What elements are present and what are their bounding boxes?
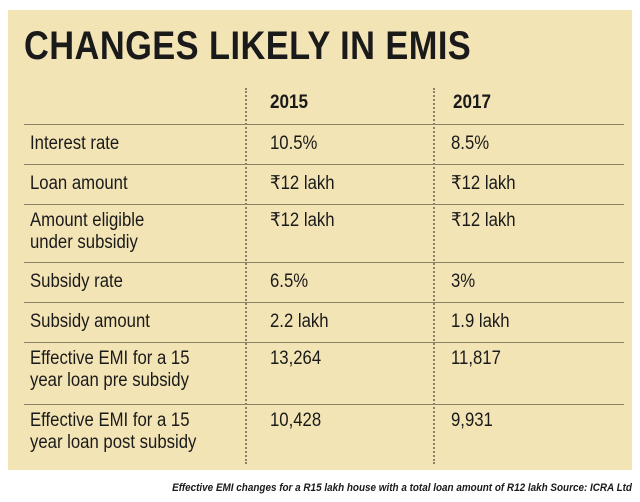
row-label-line: Subsidy rate [30,271,123,292]
row-label-line: Effective EMI for a 15 [30,348,190,369]
cell-2015: 10.5% [270,133,318,154]
row-label: Loan amount [30,173,232,195]
cell-2015: 10,428 [270,410,322,431]
cell-2015: 13,264 [270,348,322,369]
row-separator [24,204,624,205]
row-label-line: Loan amount [30,173,128,194]
row-label: Amount eligible under subsidiy [30,210,232,254]
table-row: Subsidy rate 6.5% 3% [24,262,624,302]
cell-2015: ₹12 lakh [270,210,335,231]
row-label-line: Interest rate [30,133,120,154]
cell-2017: 11,817 [451,348,501,369]
cell-2015: 6.5% [270,271,309,292]
row-label: Subsidy rate [30,271,232,293]
cell-2015: 2.2 lakh [270,311,329,332]
cell-2017: 9,931 [451,410,493,431]
row-separator [24,302,624,303]
cell-2017: 8.5% [451,133,490,154]
row-label: Interest rate [30,133,232,155]
table-row: Amount eligible under subsidiy ₹12 lakh ₹12… [24,204,624,262]
table-row: Subsidy amount 2.2 lakh 1.9 lakh [24,302,624,342]
row-label-line: under subsidiy [30,232,138,253]
row-label: Effective EMI for a 15 year loan post sub… [30,410,232,454]
row-label-line: Effective EMI for a 15 [30,410,190,431]
row-label: Effective EMI for a 15 year loan pre subs… [30,348,232,392]
table-row: Effective EMI for a 15 year loan post sub… [24,404,624,466]
table-row: Loan amount ₹12 lakh ₹12 lakh [24,164,624,204]
row-separator [24,124,624,125]
row-label-line: year loan post subsidy [30,432,197,453]
column-header-2017: 2017 [453,92,492,113]
cell-2017: ₹12 lakh [451,173,516,194]
cell-2015: ₹12 lakh [270,173,335,194]
column-header-2015: 2015 [270,92,309,113]
row-label-line: year loan pre subsidy [30,370,189,391]
chart-caption: Effective EMI changes for a R15 lakh hou… [172,482,632,494]
table-row: Effective EMI for a 15 year loan pre subs… [24,342,624,404]
cell-2017: 1.9 lakh [451,311,510,332]
row-separator [24,342,624,343]
cell-2017: ₹12 lakh [451,210,516,231]
row-label: Subsidy amount [30,311,232,333]
table-panel [8,10,632,470]
chart-title: CHANGES LIKELY IN EMIS [24,24,472,68]
row-label-line: Subsidy amount [30,311,150,332]
row-label-line: Amount eligible [30,210,145,231]
table-row: Interest rate 10.5% 8.5% [24,124,624,164]
row-separator [24,262,624,263]
row-separator [24,404,624,405]
column-divider-2017 [433,88,435,464]
cell-2017: 3% [451,271,476,292]
row-separator [24,164,624,165]
column-divider-2015 [245,88,247,464]
